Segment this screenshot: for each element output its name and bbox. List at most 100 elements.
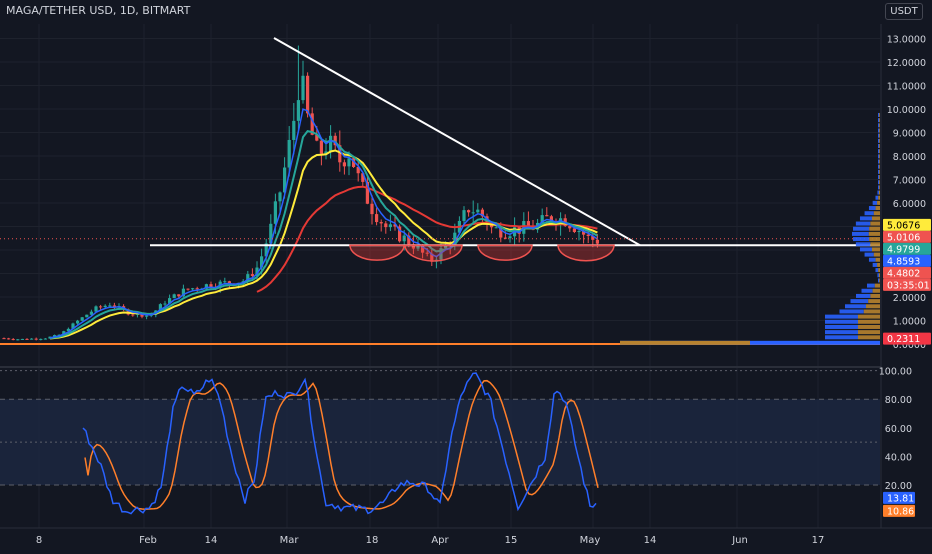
- candle-body: [264, 243, 268, 257]
- candle-body: [540, 215, 544, 223]
- volume-profile-bar: [879, 185, 880, 190]
- volume-profile-bar: [879, 138, 880, 143]
- candle-body: [25, 338, 29, 340]
- volume-profile-bar: [877, 200, 880, 205]
- volume-profile-bar: [879, 128, 880, 133]
- price-axis-tick: 2.0000: [893, 293, 926, 304]
- volume-profile-bar: [859, 247, 872, 252]
- candle-body: [301, 75, 305, 101]
- volume-profile-bar: [875, 195, 879, 200]
- candle-body: [375, 214, 379, 223]
- candle-body: [16, 339, 20, 341]
- volume-profile-bar: [879, 169, 880, 174]
- price-label-bg: [883, 254, 931, 267]
- volume-profile-bar: [877, 190, 879, 195]
- volume-profile-bar: [878, 144, 880, 149]
- candle-body: [131, 314, 135, 316]
- candle-body: [168, 298, 172, 304]
- volume-profile-bar: [850, 299, 869, 304]
- candle-body: [260, 256, 264, 268]
- volume-profile-bar: [878, 190, 880, 195]
- volume-profile-bar: [867, 283, 875, 288]
- volume-profile-bar: [863, 309, 880, 314]
- candle-body: [370, 203, 374, 215]
- candle-body: [591, 236, 595, 240]
- candle-body: [384, 223, 388, 228]
- volume-profile-bar: [852, 231, 869, 236]
- descending-trendline: [273, 37, 641, 247]
- candle-body: [209, 284, 213, 288]
- candle-body: [476, 209, 480, 213]
- volume-profile-bar: [879, 133, 880, 138]
- time-axis-tick: Apr: [431, 535, 449, 546]
- candle-body: [338, 145, 342, 163]
- volume-profile-bar: [870, 221, 880, 226]
- candle-body: [158, 304, 162, 311]
- pattern-arc: [404, 244, 463, 262]
- pattern-arc: [477, 244, 533, 261]
- candle-body: [430, 253, 434, 262]
- candle-body: [85, 314, 89, 318]
- volume-profile-bar: [869, 226, 880, 231]
- candle-body: [503, 237, 507, 239]
- candle-body: [181, 288, 185, 297]
- volume-profile-bar: [878, 175, 880, 180]
- price-label-bg: [883, 242, 931, 255]
- candle-body: [453, 232, 457, 246]
- stoch-d-line: [84, 379, 599, 510]
- price-label-0: 5.0676: [883, 218, 931, 231]
- volume-profile-bar: [845, 304, 866, 309]
- volume-profile-bar: [871, 216, 880, 221]
- candle-body: [145, 315, 149, 317]
- candle-body: [467, 210, 471, 213]
- volume-profile-bar: [858, 324, 880, 329]
- candle-body: [379, 222, 383, 224]
- candle-body: [508, 236, 512, 239]
- candle-body: [30, 338, 34, 340]
- price-axis-tick: 9.0000: [893, 129, 926, 140]
- candle-body: [287, 139, 291, 168]
- stoch-axis-tick: 80.00: [885, 395, 912, 406]
- time-axis-tick: 14: [205, 535, 218, 546]
- time-axis-tick: May: [580, 535, 601, 546]
- candle-body: [572, 228, 576, 232]
- candle-body: [306, 75, 310, 114]
- time-axis-tick: Jun: [731, 535, 748, 546]
- volume-profile-bar: [879, 164, 880, 169]
- time-axis-tick: 15: [505, 535, 518, 546]
- volume-profile-bar: [868, 257, 876, 262]
- ma-blue-line: [49, 108, 598, 339]
- volume-profile-bar: [879, 123, 880, 128]
- volume-profile-bar: [853, 237, 870, 242]
- volume-profile-bar: [866, 304, 880, 309]
- volume-profile-bar: [878, 128, 880, 133]
- candle-body: [407, 235, 411, 245]
- candle-body: [76, 320, 80, 324]
- volume-profile-bar: [879, 149, 880, 154]
- stoch-label-bg: [883, 504, 915, 517]
- volume-profile-bar: [872, 200, 878, 205]
- candle-body: [471, 212, 475, 214]
- volume-profile-bar: [877, 262, 880, 267]
- volume-profile-bar: [878, 180, 880, 185]
- volume-profile-bar: [878, 278, 880, 283]
- volume-profile-bar: [858, 335, 880, 340]
- price-label-2: 4.9799: [883, 242, 931, 255]
- volume-profile-bar: [870, 242, 880, 247]
- candle-body: [333, 135, 337, 146]
- candle-body: [186, 288, 190, 290]
- time-axis-tick: 18: [366, 535, 379, 546]
- candle-body: [296, 100, 300, 121]
- price-label-text: 0.2311: [887, 334, 920, 345]
- symbol-title[interactable]: MAGA/TETHER USD, 1D, BITMART: [6, 4, 191, 17]
- candle-body: [273, 201, 277, 224]
- currency-button[interactable]: USDT: [885, 3, 923, 20]
- volume-profile-bar: [861, 288, 873, 293]
- candle-body: [462, 210, 466, 221]
- volume-profile-bar: [879, 159, 880, 164]
- volume-profile-bar: [825, 314, 858, 319]
- volume-profile-bar: [878, 268, 880, 273]
- candle-body: [34, 338, 38, 340]
